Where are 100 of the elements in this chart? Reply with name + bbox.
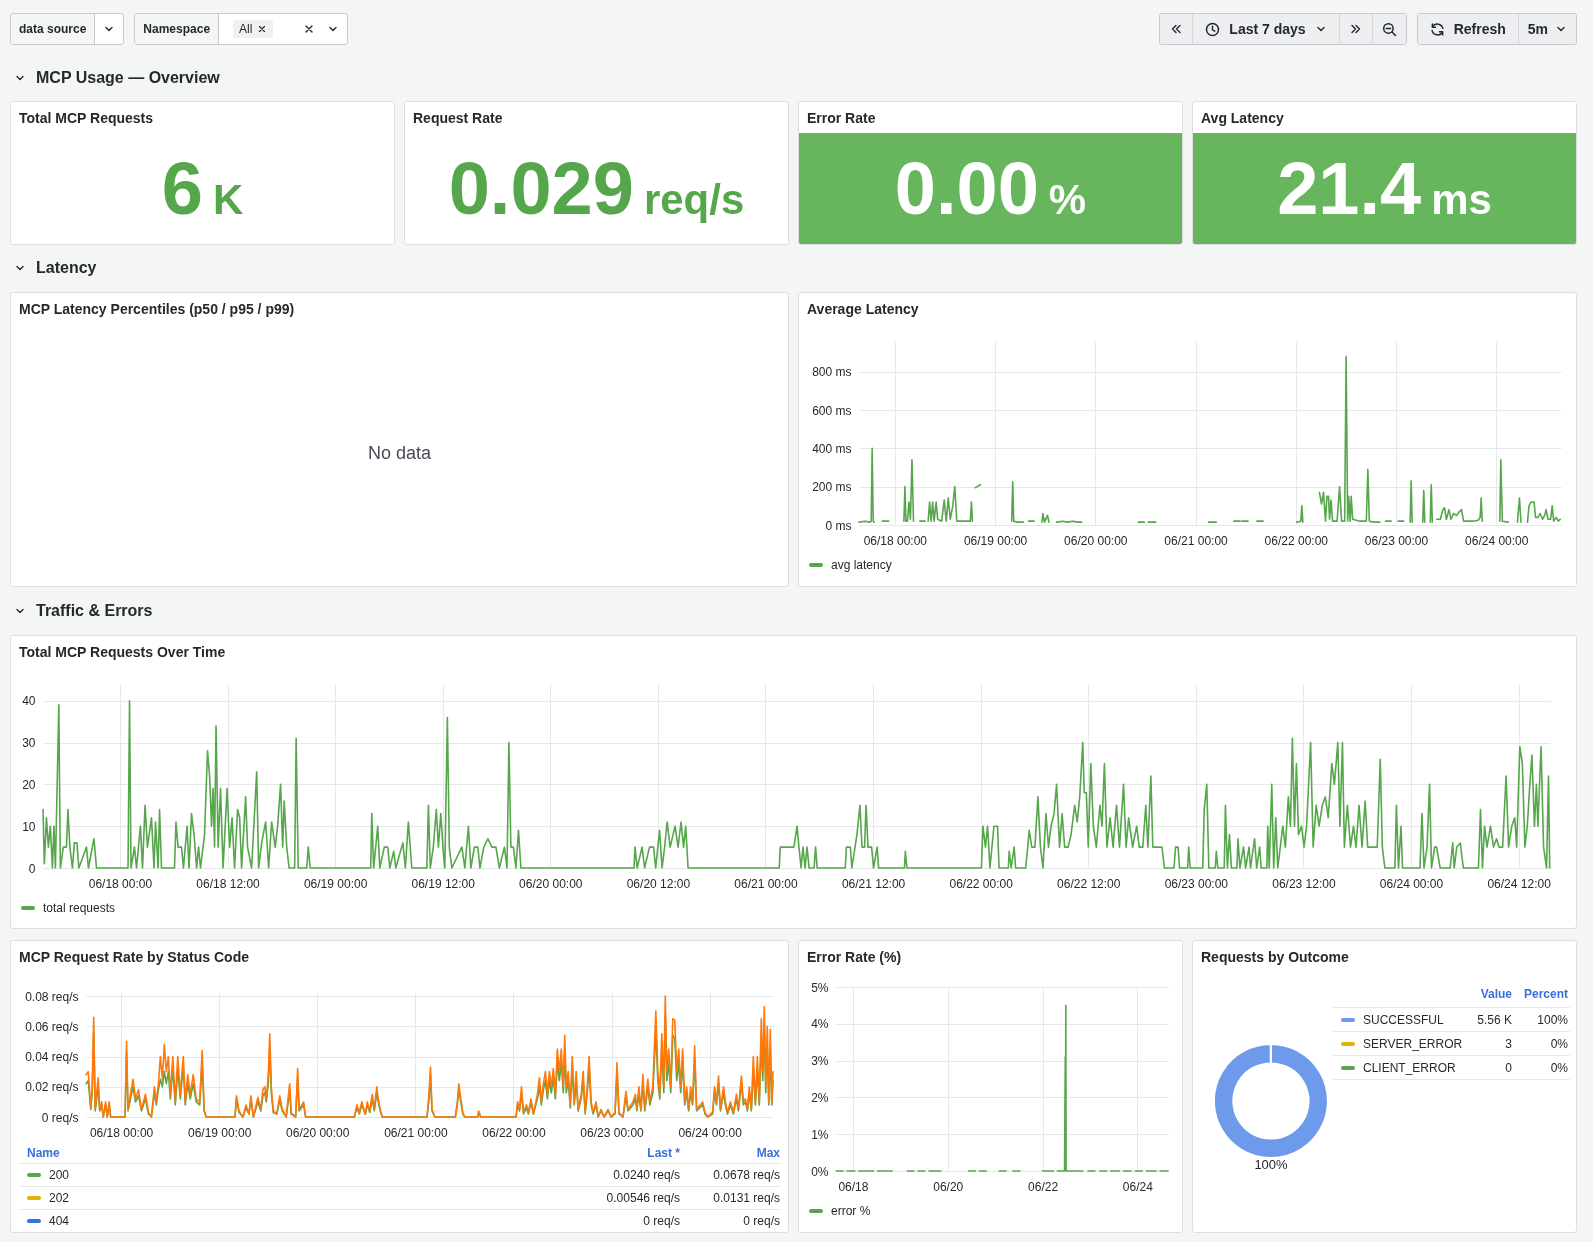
x-tick-label: 06/20 12:00: [626, 876, 691, 891]
text: %: [1048, 175, 1087, 224]
text: 0.00546 req/s: [606, 1191, 680, 1205]
text: 0.029: [448, 146, 634, 230]
y-tick-label: 5%: [811, 980, 829, 995]
chart-title: MCP Request Rate by Status Code: [19, 949, 250, 965]
chart-title: Total MCP Requests Over Time: [19, 644, 226, 660]
text: 0%: [1550, 1036, 1568, 1051]
x-tick-label: 06/24: [1122, 1179, 1154, 1194]
text: 0%: [1550, 1060, 1568, 1075]
text: Request Rate: [413, 110, 503, 126]
x-tick-label: 06/21 12:00: [841, 876, 906, 891]
x-tick-label: 06/20 00:00: [286, 1125, 350, 1140]
legend-label: SUCCESSFUL: [1363, 1012, 1444, 1027]
y-tick-label: 0 req/s: [41, 1110, 79, 1125]
text: Total MCP Requests: [19, 110, 154, 126]
legend-label: error %: [831, 1204, 871, 1218]
y-tick-label: 400 ms: [812, 441, 852, 456]
y-tick-label: 0.02 req/s: [25, 1080, 79, 1095]
text: data source: [19, 22, 87, 36]
x-tick-label: 06/22: [1028, 1179, 1059, 1194]
x-tick-label: 06/19 12:00: [411, 876, 476, 891]
text: 0.0678 req/s: [713, 1168, 780, 1182]
text: 21.4: [1277, 146, 1422, 230]
text: K: [212, 175, 244, 224]
legend-label: avg latency: [831, 558, 892, 572]
y-tick-label: 0%: [811, 1164, 829, 1179]
x-tick-label: 06/19 00:00: [303, 876, 368, 891]
y-tick-label: 0.06 req/s: [25, 1019, 79, 1034]
x-tick-label: 06/19 00:00: [187, 1125, 252, 1140]
y-tick-label: 10: [22, 819, 36, 834]
legend-label: total requests: [43, 901, 116, 915]
text: Value: [1480, 987, 1512, 1001]
y-tick-label: 0: [28, 861, 36, 876]
text: 6: [161, 146, 203, 230]
text: 0 req/s: [743, 1214, 780, 1228]
x-tick-label: 06/20: [933, 1179, 964, 1194]
y-tick-label: 0.08 req/s: [25, 989, 79, 1004]
text: ms: [1431, 175, 1492, 224]
text: Name: [27, 1146, 60, 1160]
x-tick-label: 06/24 00:00: [1379, 876, 1444, 891]
legend-label: CLIENT_ERROR: [1363, 1060, 1456, 1075]
text: 5m: [1527, 21, 1548, 37]
x-tick-label: 06/20 00:00: [1064, 533, 1128, 548]
x-tick-label: 06/23 00:00: [1364, 533, 1429, 548]
text: Last 7 days: [1229, 21, 1306, 37]
y-tick-label: 30: [22, 736, 36, 751]
legend-label: 200: [49, 1168, 70, 1182]
y-tick-label: 20: [22, 777, 36, 792]
text: Refresh: [1453, 21, 1506, 37]
y-tick-label: 0.04 req/s: [25, 1050, 79, 1065]
y-tick-label: 2%: [811, 1090, 829, 1105]
y-tick-label: 0 ms: [825, 518, 852, 533]
x-tick-label: 06/23 12:00: [1272, 876, 1336, 891]
x-tick-label: 06/18 12:00: [196, 876, 261, 891]
text: 0: [1505, 1060, 1512, 1075]
x-tick-label: 06/23 00:00: [580, 1125, 645, 1140]
text: Latency: [36, 259, 97, 277]
x-tick-label: 06/18 00:00: [863, 533, 928, 548]
y-tick-label: 800 ms: [812, 365, 852, 380]
text: 0.00: [894, 146, 1039, 230]
x-tick-label: 06/18 00:00: [89, 1125, 154, 1140]
y-tick-label: 4%: [811, 1017, 829, 1032]
chart-title: Average Latency: [807, 301, 919, 317]
chart-title: Requests by Outcome: [1201, 949, 1349, 965]
text: 0.0131 req/s: [713, 1191, 780, 1205]
text: 100%: [1253, 1157, 1289, 1172]
y-tick-label: 1%: [811, 1127, 829, 1142]
text: Last *: [647, 1146, 680, 1160]
text: No data: [366, 443, 432, 464]
x-tick-label: 06/24 00:00: [1465, 533, 1529, 548]
legend-label: 404: [49, 1214, 70, 1228]
text: Percent: [1523, 987, 1568, 1001]
y-tick-label: 600 ms: [812, 403, 852, 418]
x-tick-label: 06/19 00:00: [963, 533, 1028, 548]
y-tick-label: 200 ms: [812, 480, 852, 495]
text: Error Rate: [807, 110, 876, 126]
text: MCP Usage — Overview: [36, 69, 220, 87]
x-tick-label: 06/22 00:00: [482, 1125, 546, 1140]
x-tick-label: 06/22 00:00: [949, 876, 1014, 891]
text: 0.0240 req/s: [613, 1168, 680, 1182]
text: req/s: [643, 175, 745, 224]
x-tick-label: 06/22 12:00: [1057, 876, 1121, 891]
text: MCP Latency Percentiles (p50 / p95 / p99): [19, 301, 295, 317]
text: Traffic & Errors: [36, 602, 153, 620]
text: Max: [756, 1146, 780, 1160]
text: Avg Latency: [1201, 110, 1284, 126]
data-label: 3: [1505, 1036, 1512, 1051]
legend-label: 202: [49, 1191, 70, 1205]
y-tick-label: 40: [22, 694, 36, 709]
y-tick-label: 3%: [811, 1054, 829, 1069]
x-tick-label: 06/18 00:00: [88, 876, 153, 891]
x-tick-label: 06/18: [838, 1179, 869, 1194]
x-tick-label: 06/24 12:00: [1487, 876, 1552, 891]
x-tick-label: 06/23 00:00: [1164, 876, 1229, 891]
text: 100%: [1537, 1012, 1568, 1027]
legend-label: SERVER_ERROR: [1363, 1036, 1463, 1051]
x-tick-label: 06/24 00:00: [678, 1125, 743, 1140]
text: 0 req/s: [643, 1214, 680, 1228]
text: All: [239, 22, 253, 36]
